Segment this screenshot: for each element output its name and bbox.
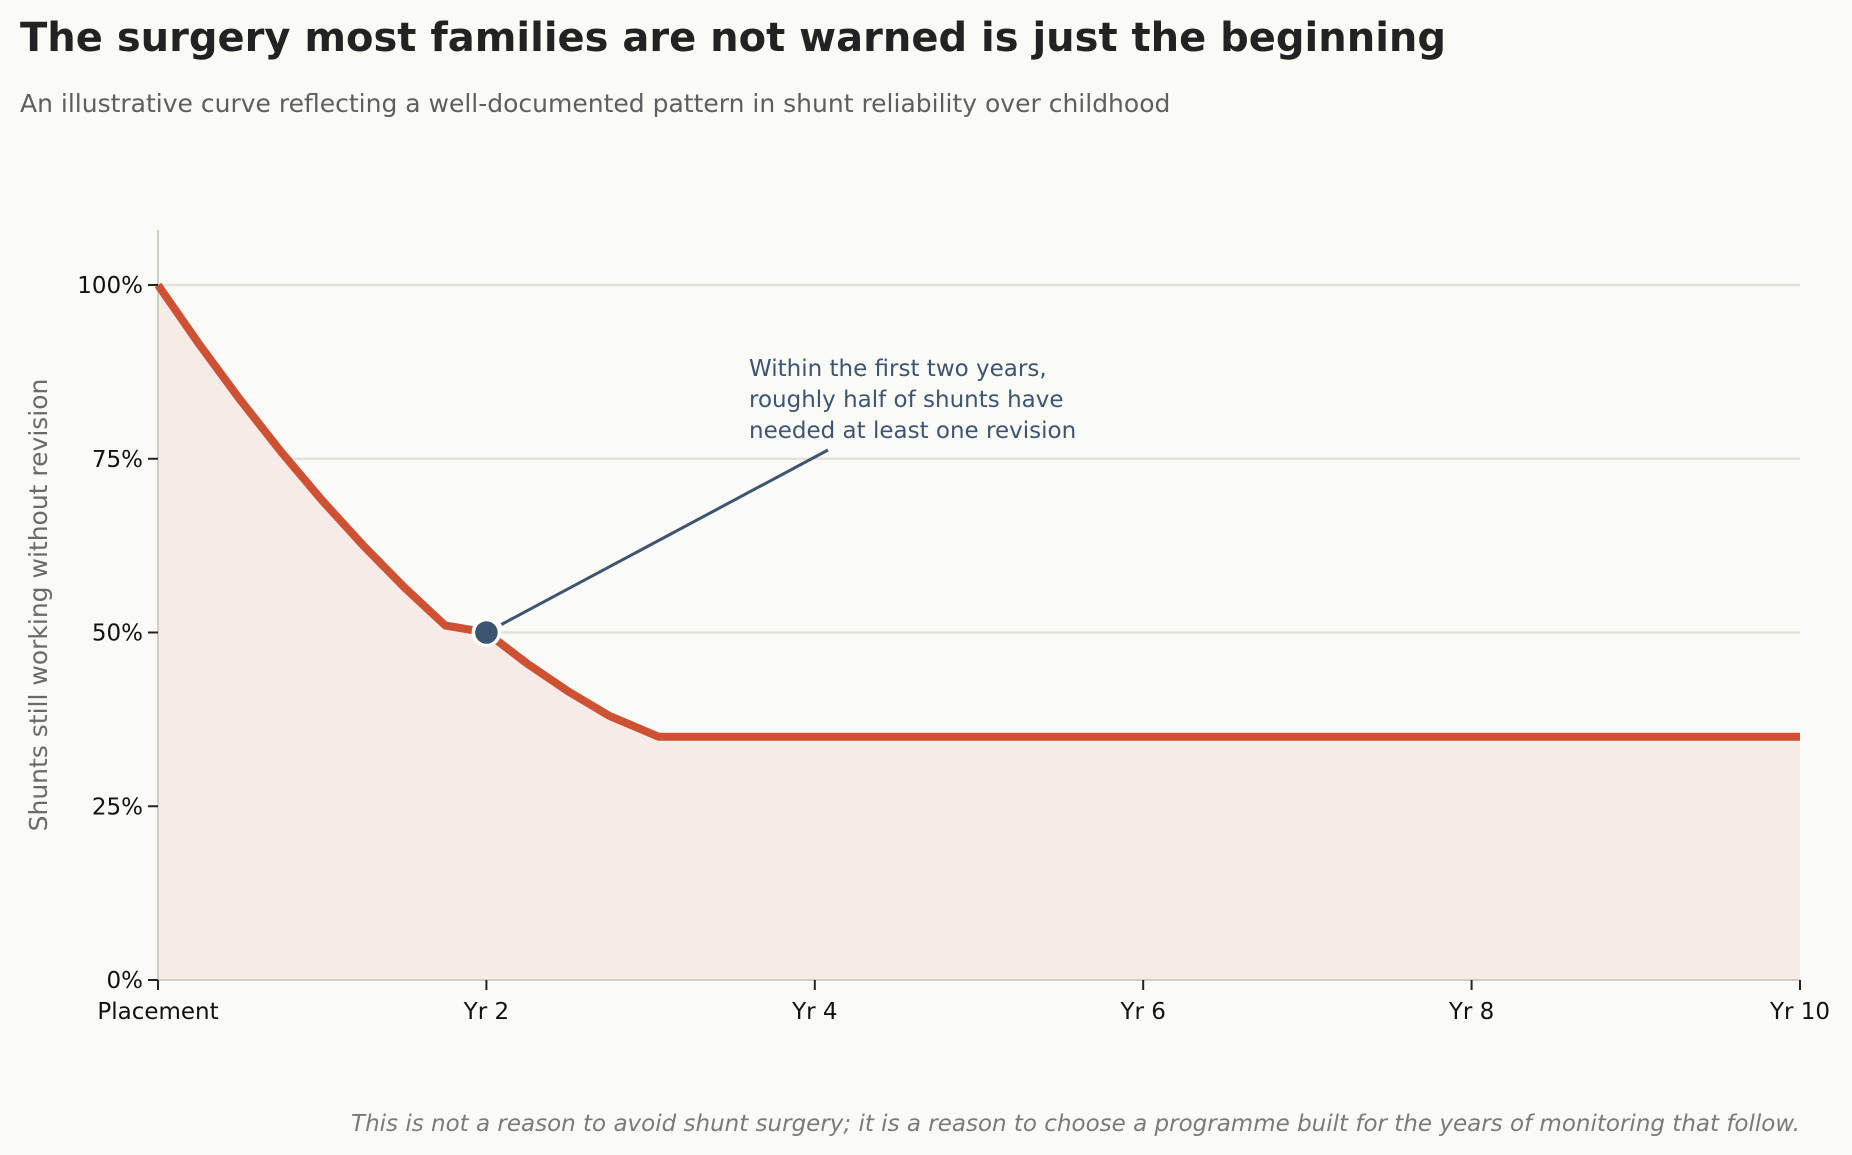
y-axis-label: Shunts still working without revision [24, 379, 53, 832]
annotation-line: needed at least one revision [749, 418, 1076, 444]
y-tick-label: 75% [92, 447, 143, 473]
chart-title: The surgery most families are not warned… [20, 15, 1446, 61]
annotation-text: Within the first two years, roughly half … [749, 356, 1076, 444]
area-fill [158, 285, 1800, 980]
annotation-line: roughly half of shunts have [749, 387, 1064, 413]
x-tick-label: Yr 8 [1448, 999, 1494, 1025]
highlight-point [471, 617, 502, 648]
x-tick-label: Yr 6 [1119, 999, 1165, 1025]
annotation-line: Within the first two years, [749, 356, 1047, 382]
y-tick-label: 100% [77, 273, 143, 299]
tick-labels: Placement Yr 2 Yr 4 Yr 6 Yr 8 Yr 10 0% 25% 50% 75… [77, 273, 1830, 1025]
y-tick-label: 0% [107, 968, 144, 994]
x-tick-label: Placement [97, 999, 218, 1025]
footnote: This is not a reason to avoid shunt surg… [351, 1111, 1800, 1137]
chart-subtitle: An illustrative curve reflecting a well-… [20, 89, 1170, 118]
y-tick-label: 25% [92, 794, 143, 820]
axes [157, 230, 1800, 981]
annotation-arrow [500, 448, 829, 626]
y-tick-label: 50% [92, 621, 143, 647]
x-tick-label: Yr 4 [791, 999, 837, 1025]
series-line [154, 282, 1800, 741]
x-tick-label: Yr 2 [463, 999, 509, 1025]
x-tick-label: Yr 10 [1769, 999, 1830, 1025]
